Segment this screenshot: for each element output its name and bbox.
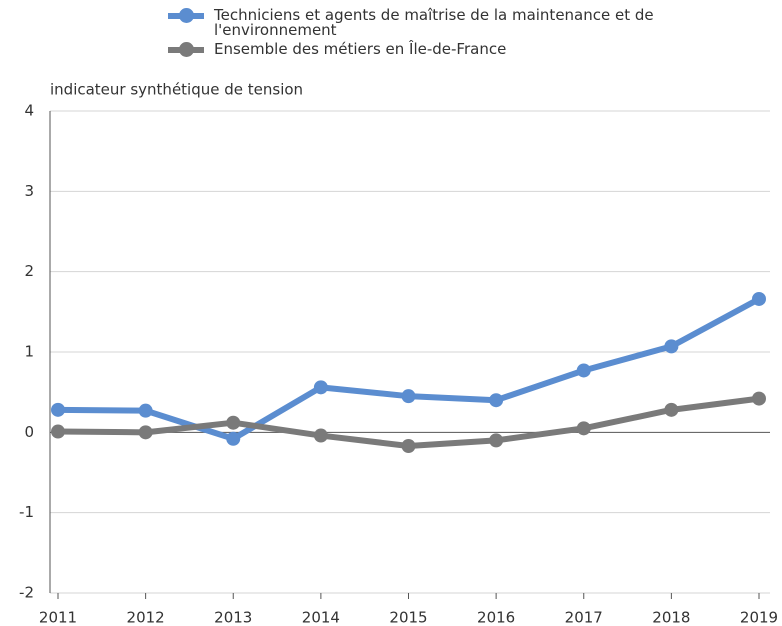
series-line xyxy=(57,296,761,442)
point xyxy=(313,428,328,443)
point xyxy=(401,438,416,453)
point xyxy=(138,425,153,440)
legend-key xyxy=(168,42,204,57)
x-tick-label: 2018 xyxy=(652,609,690,626)
legend-item: Ensemble des métiers en Île-de-France xyxy=(168,42,654,57)
point xyxy=(664,339,679,354)
point xyxy=(752,291,766,306)
x-tick-label: 2015 xyxy=(389,609,427,626)
point xyxy=(226,415,241,430)
point xyxy=(138,403,153,418)
point xyxy=(489,393,504,408)
point xyxy=(576,421,591,436)
point xyxy=(489,433,504,448)
point xyxy=(576,363,591,378)
point xyxy=(401,389,416,404)
legend: Techniciens et agents de maîtrise de la … xyxy=(168,8,654,61)
legend-key xyxy=(168,8,204,23)
y-tick-label: 0 xyxy=(24,423,34,441)
point xyxy=(51,424,65,439)
x-tick-label: 2012 xyxy=(127,609,165,626)
x-tick-label: 2014 xyxy=(302,609,340,626)
y-tick-label: 4 xyxy=(24,102,34,120)
x-tick-label: 2016 xyxy=(477,609,515,626)
x-tick-label: 2019 xyxy=(740,609,778,626)
series-line xyxy=(57,395,760,449)
y-tick-label: -1 xyxy=(19,503,34,521)
y-tick-label: 2 xyxy=(24,262,34,280)
y-tick-label: 1 xyxy=(24,343,34,361)
x-tick-label: 2017 xyxy=(565,609,603,626)
point xyxy=(226,431,241,446)
y-axis-label: indicateur synthétique de tension xyxy=(50,81,303,99)
y-tick-label: -2 xyxy=(19,584,34,602)
point xyxy=(313,380,328,395)
x-tick-label: 2013 xyxy=(214,609,252,626)
point xyxy=(752,391,766,406)
legend-label: Ensemble des métiers en Île-de-France xyxy=(214,40,507,58)
point xyxy=(664,402,679,417)
y-tick-label: 3 xyxy=(24,182,34,200)
legend-label: Techniciens et agents de maîtrise de la … xyxy=(214,6,654,39)
point xyxy=(51,402,65,417)
legend-item: Techniciens et agents de maîtrise de la … xyxy=(168,8,654,38)
x-tick-label: 2011 xyxy=(39,609,77,626)
